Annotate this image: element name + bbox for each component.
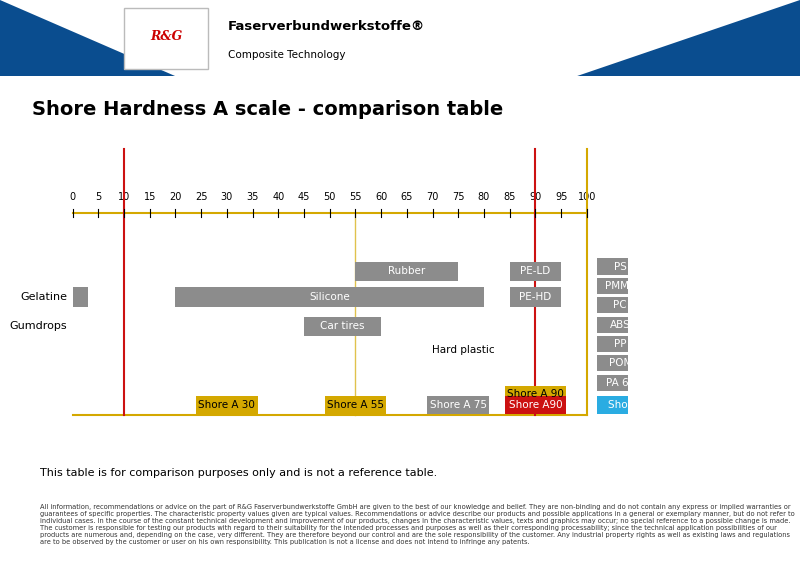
- Bar: [597, 259, 643, 275]
- Text: 10: 10: [118, 192, 130, 202]
- Text: 5: 5: [95, 192, 102, 202]
- Text: 25: 25: [195, 192, 207, 202]
- Text: Silicone: Silicone: [310, 292, 350, 302]
- Text: Gelatine: Gelatine: [21, 292, 67, 302]
- Bar: [355, 261, 458, 281]
- Bar: [597, 316, 643, 333]
- Bar: [175, 288, 484, 307]
- Text: 40: 40: [272, 192, 285, 202]
- Text: Shore Hardness A scale - comparison table: Shore Hardness A scale - comparison tabl…: [32, 100, 503, 119]
- Polygon shape: [0, 0, 176, 76]
- Text: 65: 65: [401, 192, 413, 202]
- Text: 90: 90: [530, 192, 542, 202]
- Text: 80: 80: [478, 192, 490, 202]
- Text: PA 66: PA 66: [606, 378, 635, 388]
- Text: Shore D70: Shore D70: [609, 400, 663, 410]
- Text: This table is for comparison purposes only and is not a reference table.: This table is for comparison purposes on…: [40, 468, 438, 478]
- Text: ABS: ABS: [610, 320, 630, 329]
- Text: PS: PS: [614, 261, 626, 272]
- Text: 35: 35: [246, 192, 258, 202]
- Text: Composite Technology: Composite Technology: [228, 50, 346, 60]
- Text: 85: 85: [503, 192, 516, 202]
- Text: Shore A90: Shore A90: [509, 400, 562, 410]
- Text: Shore A 30: Shore A 30: [198, 400, 255, 410]
- Text: PMMA: PMMA: [605, 281, 636, 291]
- Text: 50: 50: [323, 192, 336, 202]
- Text: 60: 60: [375, 192, 387, 202]
- Bar: [427, 396, 489, 414]
- Bar: [597, 297, 643, 314]
- Polygon shape: [576, 0, 800, 76]
- Text: 45: 45: [298, 192, 310, 202]
- Text: Hard plastic: Hard plastic: [432, 345, 494, 355]
- Text: All information, recommendations or advice on the part of R&G Faserverbundwerkst: All information, recommendations or advi…: [40, 504, 794, 544]
- Text: Car tires: Car tires: [320, 321, 365, 331]
- Bar: [597, 355, 643, 371]
- Text: PP: PP: [614, 339, 626, 349]
- Bar: [597, 336, 643, 352]
- Text: Shore A 75: Shore A 75: [430, 400, 486, 410]
- Text: Rubber: Rubber: [388, 267, 426, 276]
- Text: 100: 100: [578, 192, 596, 202]
- Text: 55: 55: [349, 192, 362, 202]
- Bar: [510, 261, 561, 281]
- Bar: [597, 375, 643, 391]
- Text: 75: 75: [452, 192, 465, 202]
- Text: Shore A 90: Shore A 90: [507, 389, 564, 399]
- Bar: [505, 396, 566, 414]
- Bar: [505, 386, 566, 402]
- Text: 30: 30: [221, 192, 233, 202]
- Bar: [73, 288, 88, 307]
- Text: 0: 0: [70, 192, 76, 202]
- Text: 70: 70: [426, 192, 438, 202]
- Text: Shore A 55: Shore A 55: [327, 400, 384, 410]
- Text: PE-HD: PE-HD: [519, 292, 551, 302]
- Text: POM: POM: [609, 358, 632, 368]
- Bar: [597, 278, 643, 294]
- Bar: [597, 396, 674, 414]
- Text: Gumdrops: Gumdrops: [10, 321, 67, 331]
- Text: PE-LD: PE-LD: [520, 267, 550, 276]
- Text: 15: 15: [143, 192, 156, 202]
- Bar: [196, 396, 258, 414]
- Bar: [325, 396, 386, 414]
- Text: 20: 20: [170, 192, 182, 202]
- Bar: [510, 288, 561, 307]
- Bar: [124, 7, 208, 69]
- Text: R&G: R&G: [150, 30, 182, 43]
- Text: PC: PC: [614, 300, 627, 310]
- Text: Faserverbundwerkstoffe®: Faserverbundwerkstoffe®: [228, 20, 426, 33]
- Bar: [304, 316, 381, 336]
- Text: 95: 95: [555, 192, 567, 202]
